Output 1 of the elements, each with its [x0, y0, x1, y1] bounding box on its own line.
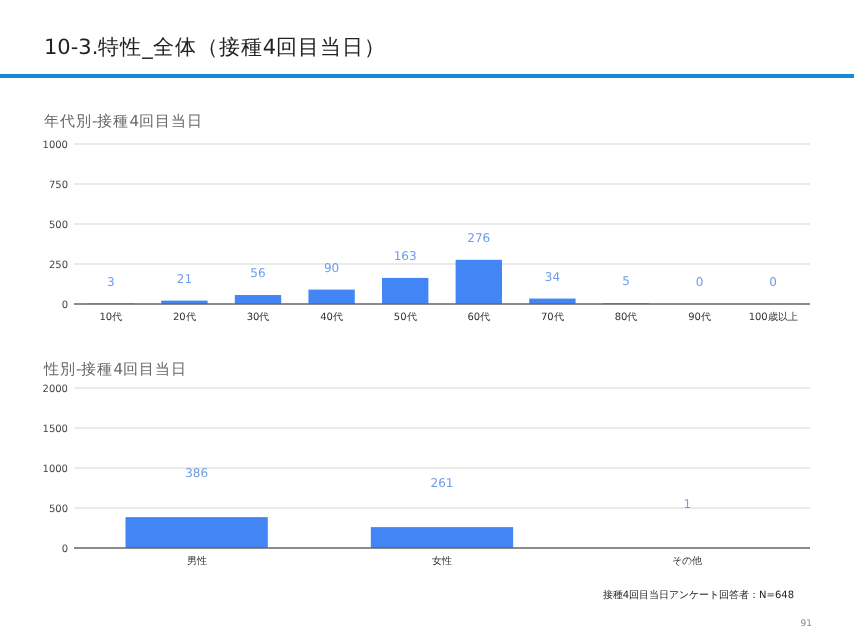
chart-title: 10-3.特性_全体（接種4回目当日） [44, 34, 387, 60]
